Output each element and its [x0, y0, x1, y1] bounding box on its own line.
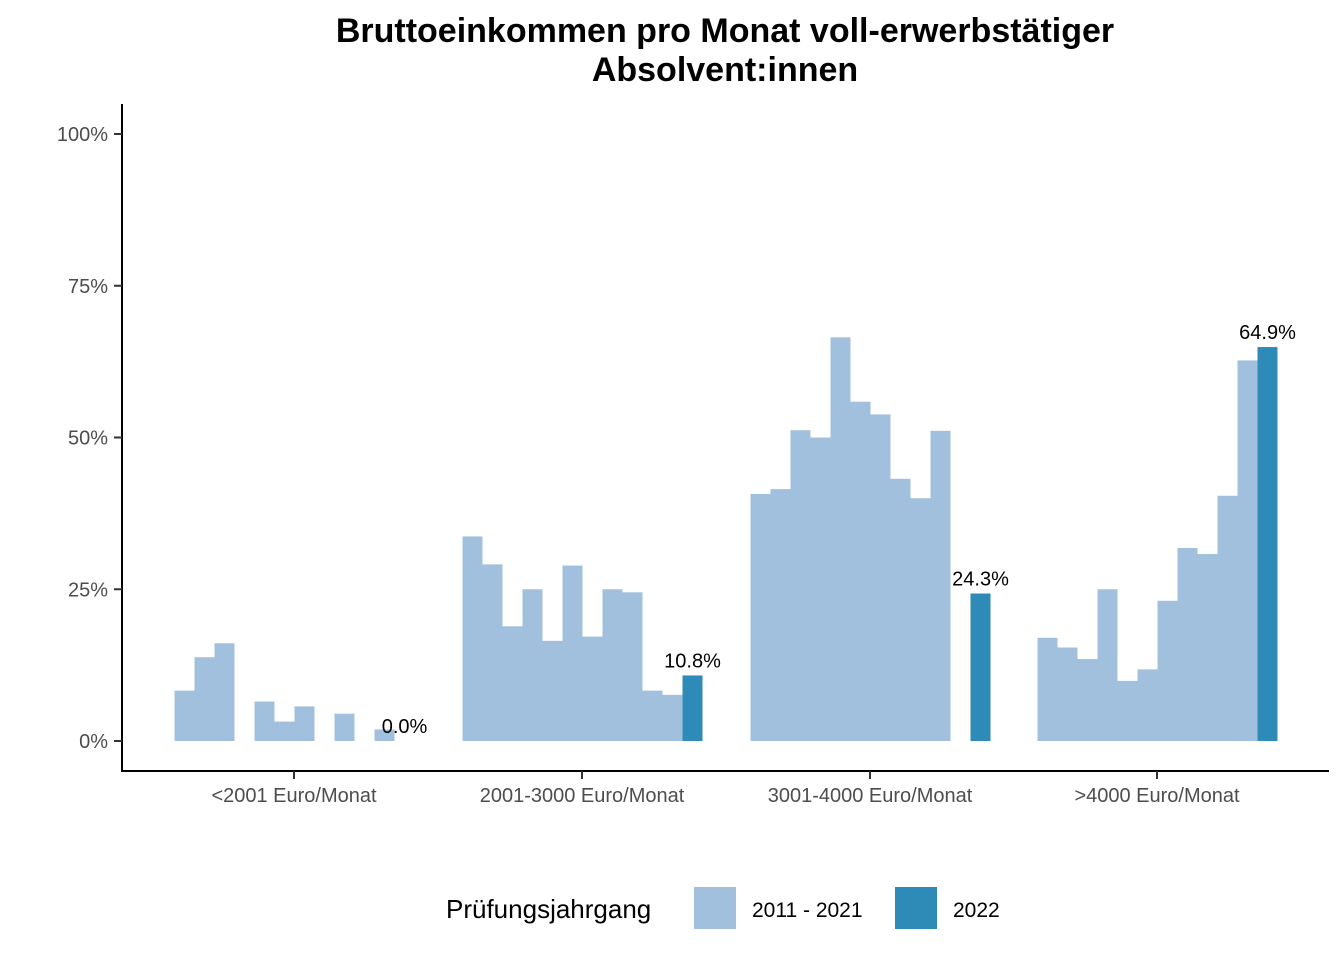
bar-2011-2021: [642, 690, 663, 741]
bar-2011-2021: [482, 564, 503, 741]
bar-2022: [970, 593, 991, 741]
bar-2011-2021: [582, 636, 603, 741]
bar-2011-2021: [214, 643, 235, 741]
bar-2011-2021: [174, 690, 195, 741]
legend-key-2011-2021: [694, 887, 736, 929]
bar-2011-2021: [770, 489, 791, 741]
bar-2022: [1257, 347, 1278, 741]
x-tick-label: <2001 Euro/Monat: [211, 785, 377, 807]
y-tick-label: 50%: [68, 428, 108, 450]
bar-2011-2021: [374, 729, 395, 741]
y-tick-label: 0%: [79, 731, 108, 753]
bar-2011-2021: [890, 478, 911, 741]
bar-2011-2021: [294, 706, 315, 741]
bar-2011-2021: [274, 721, 295, 741]
x-tick-label: >4000 Euro/Monat: [1074, 785, 1240, 807]
bar-2011-2021: [602, 589, 623, 741]
data-label-2022: 10.8%: [664, 650, 721, 672]
legend: Prüfungsjahrgang 2011 - 2021 2022: [446, 887, 1000, 929]
bar-2011-2021: [1037, 637, 1058, 741]
bar-2011-2021: [622, 592, 643, 741]
bar-2011-2021: [522, 589, 543, 741]
x-tick-label: 3001-4000 Euro/Monat: [768, 785, 973, 807]
bar-2011-2021: [562, 565, 583, 741]
y-tick-label: 25%: [68, 579, 108, 601]
bar-2011-2021: [1057, 647, 1078, 741]
bar-2011-2021: [830, 337, 851, 741]
legend-label-2011-2021: 2011 - 2021: [752, 899, 863, 922]
bar-2011-2021: [334, 713, 355, 741]
bar-2011-2021: [930, 430, 951, 741]
bar-2011-2021: [662, 694, 683, 741]
bar-2011-2021: [1137, 669, 1158, 741]
bar-2011-2021: [850, 401, 871, 741]
data-label-2022: 0.0%: [382, 716, 428, 738]
chart-title-line-1: Bruttoeinkommen pro Monat voll-erwerbstä…: [336, 12, 1114, 50]
bar-2011-2021: [910, 498, 931, 741]
y-tick-label: 100%: [57, 124, 108, 146]
bar-2011-2021: [1197, 554, 1218, 741]
legend-title: Prüfungsjahrgang: [446, 894, 651, 924]
bar-2011-2021: [1077, 659, 1098, 741]
bar-2011-2021: [810, 437, 831, 741]
x-tick-label: 2001-3000 Euro/Monat: [480, 785, 685, 807]
x-axis: <2001 Euro/Monat 2001-3000 Euro/Monat 3001…: [211, 771, 1240, 807]
y-tick-label: 75%: [68, 276, 108, 298]
chart-title-line-2: Absolvent:innen: [592, 51, 858, 89]
data-label-2022: 64.9%: [1239, 322, 1296, 344]
bar-2011-2021: [462, 536, 483, 741]
bar-2011-2021: [194, 657, 215, 741]
legend-key-2022: [895, 887, 937, 929]
bar-2011-2021: [1217, 495, 1238, 741]
bar-2011-2021: [1117, 680, 1138, 741]
y-axis: 0% 25% 50% 75% 100%: [57, 124, 122, 753]
bar-2011-2021: [750, 493, 771, 741]
bar-2011-2021: [870, 414, 891, 741]
bar-2011-2021: [502, 626, 523, 741]
bar-2011-2021: [542, 640, 563, 741]
bar-2011-2021: [1177, 547, 1198, 741]
data-label-2022: 24.3%: [952, 568, 1009, 590]
bar-2011-2021: [790, 430, 811, 741]
legend-label-2022: 2022: [953, 899, 1000, 922]
bar-2022: [682, 675, 703, 741]
data-label-layer: 0.0% 10.8% 24.3% 64.9%: [382, 322, 1296, 738]
bar-2011-2021: [1237, 360, 1258, 741]
bar-2011-2021: [254, 701, 275, 741]
bar-layer: [174, 337, 1278, 741]
bar-2011-2021: [1097, 589, 1118, 741]
bar-2011-2021: [1157, 600, 1178, 741]
